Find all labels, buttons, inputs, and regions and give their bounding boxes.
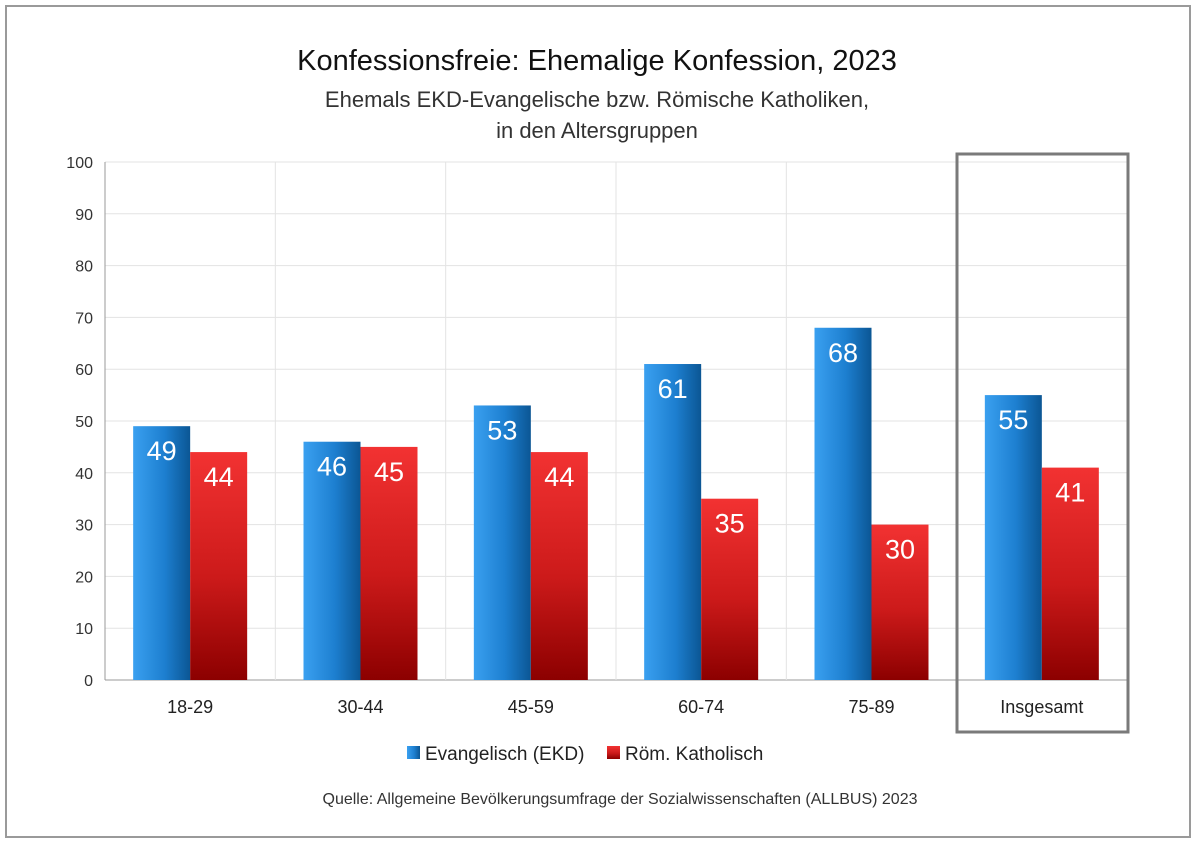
data-label: 49 xyxy=(147,436,177,466)
data-label: 46 xyxy=(317,452,347,482)
legend-swatch-evangelisch xyxy=(407,746,420,759)
x-tick-label: 45-59 xyxy=(508,697,554,717)
bar-evangelisch xyxy=(133,426,191,680)
y-tick-label: 10 xyxy=(75,621,93,638)
x-tick-label: Insgesamt xyxy=(1000,697,1083,717)
x-tick-label: 75-89 xyxy=(848,697,894,717)
y-tick-label: 20 xyxy=(75,569,93,586)
bar-evangelisch xyxy=(303,441,361,680)
chart-title: Konfessionsfreie: Ehemalige Konfession, … xyxy=(297,45,897,77)
data-label: 45 xyxy=(374,457,404,487)
data-label: 35 xyxy=(715,509,745,539)
x-tick-label: 30-44 xyxy=(337,697,383,717)
bar-katholisch xyxy=(530,452,588,680)
y-tick-label: 70 xyxy=(75,310,93,327)
y-tick-label: 60 xyxy=(75,362,93,379)
bar-evangelisch xyxy=(644,364,702,680)
bar-katholisch xyxy=(701,498,759,680)
legend-label-evangelisch: Evangelisch (EKD) xyxy=(425,744,584,765)
data-label: 53 xyxy=(487,415,517,445)
data-label: 30 xyxy=(885,535,915,565)
bar-evangelisch xyxy=(473,405,531,680)
chart-subtitle-line-1: Ehemals EKD-Evangelische bzw. Römische K… xyxy=(325,87,869,112)
legend-label-katholisch: Röm. Katholisch xyxy=(625,744,763,765)
y-tick-label: 50 xyxy=(75,414,93,431)
data-label: 41 xyxy=(1055,478,1085,508)
bar-evangelisch xyxy=(984,395,1042,680)
bar-katholisch xyxy=(190,452,248,680)
chart-subtitle-line-2: in den Altersgruppen xyxy=(496,118,698,143)
y-tick-label: 100 xyxy=(66,155,93,172)
data-label: 44 xyxy=(544,462,574,492)
x-axis: 18-29 30-44 45-59 60-74 75-89 Insgesamt xyxy=(167,697,1083,717)
data-labels: 49 44 46 45 53 44 61 35 68 30 55 41 xyxy=(147,338,1086,565)
highlight-box xyxy=(955,152,1130,734)
data-label: 68 xyxy=(828,338,858,368)
data-label: 55 xyxy=(998,405,1028,435)
legend: Evangelisch (EKD) Röm. Katholisch xyxy=(407,744,763,765)
gridlines xyxy=(104,161,1128,681)
legend-swatch-katholisch xyxy=(607,746,620,759)
x-tick-label: 60-74 xyxy=(678,697,724,717)
bar-katholisch xyxy=(871,524,929,680)
x-tick-label: 18-29 xyxy=(167,697,213,717)
y-tick-label: 30 xyxy=(75,518,93,535)
bar-katholisch xyxy=(1041,467,1099,680)
data-label: 61 xyxy=(658,374,688,404)
y-axis: 0 10 20 30 40 50 60 70 80 90 100 xyxy=(66,155,93,690)
y-tick-label: 0 xyxy=(84,673,93,690)
source-note: Quelle: Allgemeine Bevölkerungsumfrage d… xyxy=(323,791,918,808)
y-tick-label: 90 xyxy=(75,207,93,224)
y-tick-label: 80 xyxy=(75,259,93,276)
bar-katholisch xyxy=(360,446,418,680)
bars xyxy=(133,327,1099,680)
data-label: 44 xyxy=(204,462,234,492)
y-tick-label: 40 xyxy=(75,466,93,483)
bar-evangelisch xyxy=(814,327,872,680)
